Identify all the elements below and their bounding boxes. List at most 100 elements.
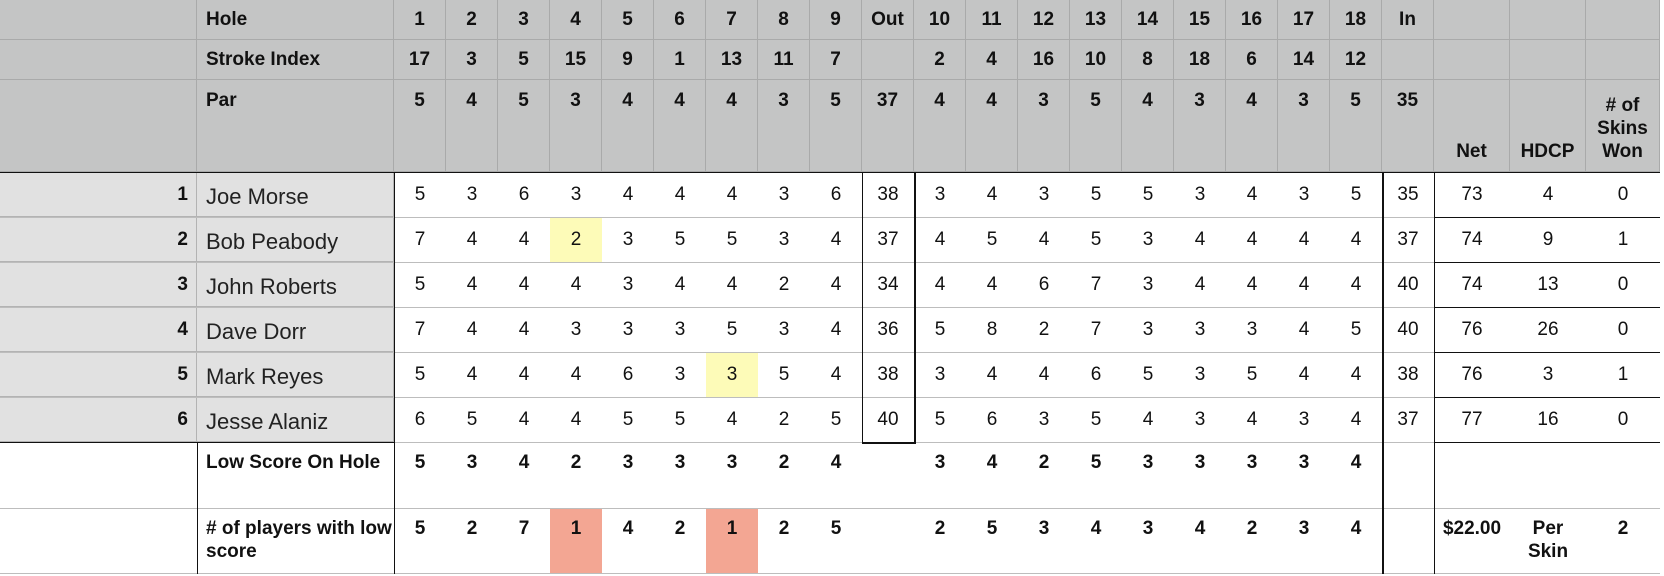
score-cell[interactable]: 4 bbox=[1350, 274, 1362, 295]
header-label-hole[interactable]: Hole bbox=[197, 0, 394, 40]
score-cell[interactable]: 3 bbox=[1142, 274, 1154, 295]
header-value[interactable]: 1 bbox=[654, 40, 706, 80]
score-cell[interactable]: 3 bbox=[934, 364, 946, 385]
score-cell[interactable]: 4 bbox=[986, 364, 998, 385]
player-rank[interactable]: 2 bbox=[0, 217, 197, 262]
score-cell[interactable]: 4 bbox=[570, 364, 582, 385]
score-cell[interactable]: 5 bbox=[1090, 229, 1102, 250]
header-value[interactable]: Out bbox=[862, 0, 914, 40]
score-cell[interactable]: 4 bbox=[1246, 229, 1258, 250]
score-cell[interactable]: 3 bbox=[674, 319, 686, 340]
score-cell[interactable]: 3 bbox=[1142, 229, 1154, 250]
score-cell[interactable]: 40 bbox=[1397, 274, 1419, 295]
score-cell[interactable]: 3 bbox=[1194, 409, 1206, 430]
header-value[interactable]: 15 bbox=[550, 40, 602, 80]
skin-value[interactable]: $22.00 bbox=[1442, 518, 1502, 539]
score-cell[interactable]: 3 bbox=[1142, 319, 1154, 340]
score-cell[interactable]: 3 bbox=[1298, 184, 1310, 205]
footer-value[interactable]: 3 bbox=[1246, 452, 1258, 473]
player-name[interactable]: John Roberts bbox=[197, 262, 394, 307]
score-cell[interactable]: 4 bbox=[570, 274, 582, 295]
score-cell[interactable]: 4 bbox=[830, 319, 842, 340]
header-value[interactable]: 13 bbox=[706, 40, 758, 80]
skins-total[interactable]: 2 bbox=[1617, 518, 1629, 539]
footer-value[interactable]: 2 bbox=[778, 518, 790, 539]
score-cell[interactable]: 4 bbox=[466, 274, 478, 295]
header-value[interactable]: 5 bbox=[498, 80, 550, 172]
footer-value[interactable] bbox=[862, 508, 914, 574]
score-cell[interactable]: 4 bbox=[518, 229, 530, 250]
header-value[interactable]: 10 bbox=[914, 0, 966, 40]
header-value[interactable]: 18 bbox=[1174, 40, 1226, 80]
footer-value[interactable]: 5 bbox=[830, 518, 842, 539]
header-value[interactable]: 6 bbox=[654, 0, 706, 40]
score-cell[interactable]: 3 bbox=[778, 319, 790, 340]
score-cell[interactable]: 38 bbox=[1397, 364, 1419, 385]
score-cell[interactable]: 5 bbox=[778, 364, 790, 385]
header-value[interactable]: 6 bbox=[1226, 40, 1278, 80]
footer-value[interactable]: 4 bbox=[986, 452, 998, 473]
header-value[interactable]: 5 bbox=[394, 80, 446, 172]
footer-value[interactable]: 3 bbox=[934, 452, 946, 473]
footer-value[interactable]: 5 bbox=[414, 518, 426, 539]
header-label-stroke-index[interactable]: Stroke Index bbox=[197, 40, 394, 80]
score-cell[interactable]: 5 bbox=[726, 319, 738, 340]
score-cell[interactable]: 6 bbox=[1090, 364, 1102, 385]
score-cell[interactable]: 37 bbox=[1397, 229, 1419, 250]
score-cell[interactable]: 8 bbox=[986, 319, 998, 340]
player-rank[interactable]: 5 bbox=[0, 352, 197, 397]
score-cell[interactable]: 3 bbox=[934, 184, 946, 205]
footer-value[interactable]: 3 bbox=[1142, 518, 1154, 539]
header-value[interactable]: 5 bbox=[602, 0, 654, 40]
footer-value[interactable]: 4 bbox=[1194, 518, 1206, 539]
header-value[interactable]: 9 bbox=[810, 0, 862, 40]
footer-value[interactable]: 4 bbox=[518, 452, 530, 473]
header-value[interactable]: 4 bbox=[550, 0, 602, 40]
score-cell[interactable]: 3 bbox=[570, 184, 582, 205]
footer-value[interactable]: 3 bbox=[726, 452, 738, 473]
header-value[interactable]: 15 bbox=[1174, 0, 1226, 40]
score-cell[interactable]: 5 bbox=[934, 319, 946, 340]
score-cell[interactable]: 5 bbox=[1142, 184, 1154, 205]
score-cell[interactable]: 3 bbox=[622, 319, 634, 340]
header-value[interactable]: 12 bbox=[1018, 0, 1070, 40]
score-cell[interactable]: 38 bbox=[877, 364, 899, 385]
net-score[interactable]: 76 bbox=[1461, 364, 1483, 385]
score-cell[interactable]: 3 bbox=[1246, 319, 1258, 340]
header-value[interactable]: 4 bbox=[914, 80, 966, 172]
footer-value[interactable]: 3 bbox=[1142, 452, 1154, 473]
score-cell[interactable]: 5 bbox=[674, 229, 686, 250]
footer-value[interactable] bbox=[862, 442, 914, 508]
score-cell[interactable]: 4 bbox=[1298, 319, 1310, 340]
score-cell[interactable]: 4 bbox=[934, 229, 946, 250]
net-score[interactable]: 76 bbox=[1461, 319, 1483, 340]
player-rank[interactable]: 1 bbox=[0, 172, 197, 217]
handicap[interactable]: 4 bbox=[1542, 184, 1554, 205]
score-cell[interactable]: 4 bbox=[518, 274, 530, 295]
player-name[interactable]: Bob Peabody bbox=[197, 217, 394, 262]
player-name[interactable]: Mark Reyes bbox=[197, 352, 394, 397]
header-value[interactable]: 10 bbox=[1070, 40, 1122, 80]
header-value[interactable]: 2 bbox=[446, 0, 498, 40]
footer-value[interactable]: 4 bbox=[1350, 452, 1362, 473]
header-value[interactable]: 14 bbox=[1278, 40, 1330, 80]
score-cell[interactable]: 4 bbox=[1194, 229, 1206, 250]
header-blank-cell[interactable] bbox=[1510, 0, 1586, 40]
score-cell[interactable]: 4 bbox=[1298, 229, 1310, 250]
score-cell[interactable]: 7 bbox=[1090, 274, 1102, 295]
score-cell[interactable]: 40 bbox=[877, 409, 899, 430]
footer-value[interactable]: 2 bbox=[570, 452, 582, 473]
header-value[interactable]: 3 bbox=[1018, 80, 1070, 172]
skins-won[interactable]: 1 bbox=[1617, 364, 1629, 385]
handicap[interactable]: 26 bbox=[1537, 319, 1559, 340]
score-cell[interactable]: 38 bbox=[877, 184, 899, 205]
header-value[interactable]: In bbox=[1382, 0, 1434, 40]
score-cell[interactable]: 2 bbox=[778, 409, 790, 430]
header-value[interactable]: 3 bbox=[498, 0, 550, 40]
score-cell[interactable]: 3 bbox=[778, 184, 790, 205]
header-value[interactable]: 5 bbox=[810, 80, 862, 172]
footer-value[interactable]: 3 bbox=[466, 452, 478, 473]
score-cell[interactable]: 5 bbox=[934, 409, 946, 430]
header-blank-cell[interactable] bbox=[0, 40, 197, 80]
score-cell[interactable]: 4 bbox=[1038, 364, 1050, 385]
